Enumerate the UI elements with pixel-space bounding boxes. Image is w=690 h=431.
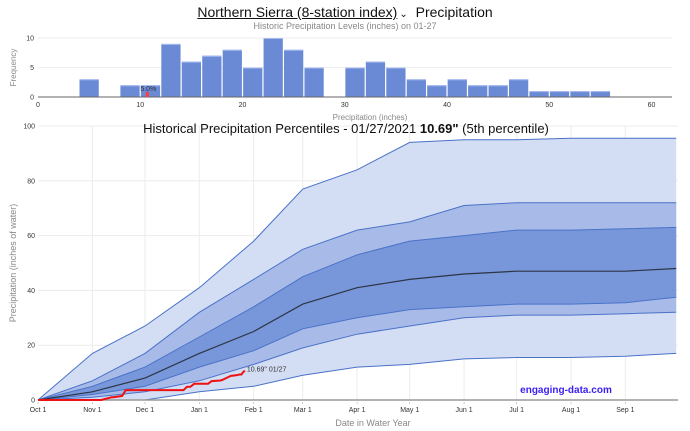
percentile-line-min [38, 352, 677, 401]
histogram-bar[interactable] [468, 85, 488, 97]
x-tick-label: Apr 1 [349, 407, 366, 414]
histogram-bar[interactable] [243, 67, 263, 98]
x-tick-label: 20 [239, 102, 247, 109]
histogram-bar[interactable] [549, 91, 570, 97]
histogram-bar[interactable] [529, 91, 549, 97]
histogram-bar[interactable] [570, 91, 590, 97]
histogram-bar[interactable] [120, 85, 140, 97]
current-value-marker [145, 92, 149, 97]
percentile-line-p25 [37, 296, 677, 401]
histogram-bar[interactable] [79, 79, 99, 97]
band-10-90 [38, 202, 677, 400]
x-tick-label: Feb 1 [245, 407, 263, 414]
main-chart-title: Historical Precipitation Percentiles - 0… [143, 121, 549, 136]
y-tick-label: 5 [30, 65, 34, 72]
y-axis-title: Frequency [9, 49, 18, 87]
y-tick-label: 20 [27, 343, 35, 350]
histogram-bar[interactable] [263, 38, 283, 97]
x-axis-title: Date in Water Year [335, 418, 410, 428]
title-percentile: (5th percentile) [459, 121, 549, 136]
percentile-line-max [37, 137, 677, 401]
histogram-bar[interactable] [488, 85, 508, 97]
y-tick-label: 40 [27, 288, 35, 295]
x-tick-label: 50 [545, 102, 553, 109]
x-tick-label: Jan 1 [191, 407, 208, 414]
y-tick-label: 0 [31, 398, 35, 405]
x-tick-label: Mar 1 [294, 407, 312, 414]
histogram-bar[interactable] [447, 79, 467, 97]
y-tick-label: 80 [27, 178, 35, 185]
histogram-bar[interactable] [427, 85, 447, 97]
chevron-down-icon[interactable]: ⌄ [399, 9, 408, 20]
histogram-bar[interactable] [304, 67, 324, 98]
median-line [37, 267, 677, 401]
title-current-value: 10.69" [420, 121, 459, 136]
title-text: Historical Precipitation Percentiles - 0… [143, 121, 420, 136]
x-tick-label: Aug 1 [562, 407, 580, 414]
y-tick-label: 0 [30, 95, 34, 102]
x-tick-label: 40 [443, 102, 451, 109]
histogram-subtitle: Historic Precipitation Levels (inches) o… [253, 21, 437, 31]
band-min-max [38, 138, 677, 401]
percentile-label: 5.0% [140, 86, 156, 93]
metric-label: Precipitation [415, 4, 493, 20]
histogram-bar[interactable] [181, 61, 202, 97]
watermark-link[interactable]: engaging-data.com [520, 385, 612, 396]
x-tick-label: Jul 1 [509, 407, 524, 414]
x-tick-label: Nov 1 [83, 407, 101, 414]
percentile-line-p90 [37, 202, 677, 401]
histogram-bar[interactable] [406, 79, 426, 97]
y-tick-label: 60 [27, 233, 35, 240]
x-tick-label: Jun 1 [456, 407, 473, 414]
current-value-label: 10.69" 01/27 [247, 367, 287, 374]
x-tick-label: May 1 [400, 407, 419, 414]
y-axis-title: Precipitation (inches of water) [8, 204, 18, 323]
x-tick-label: 30 [341, 102, 349, 109]
x-tick-label: 0 [36, 102, 40, 109]
histogram-bar[interactable] [590, 91, 611, 97]
x-axis-title: Precipitation (inches) [333, 113, 408, 122]
x-tick-label: 10 [136, 102, 144, 109]
histogram-bar[interactable] [284, 49, 304, 97]
location-selector[interactable]: Northern Sierra (8-station index) [197, 4, 398, 20]
x-tick-label: Sep 1 [616, 407, 634, 414]
chart-header: Northern Sierra (8-station index) ⌄ Preci… [0, 4, 690, 20]
current-year-line [38, 369, 246, 401]
x-tick-label: Dec 1 [136, 407, 154, 414]
band-25-75 [38, 227, 677, 400]
histogram-bar[interactable] [365, 61, 386, 97]
y-tick-label: 10 [26, 36, 34, 43]
x-tick-label: Oct 1 [30, 407, 47, 414]
histogram-bar[interactable] [345, 67, 365, 98]
histogram-bar[interactable] [508, 79, 529, 97]
y-tick-label: 100 [23, 124, 35, 131]
histogram-bar[interactable] [140, 85, 161, 97]
histogram-bar[interactable] [202, 55, 222, 97]
percentile-line-p75 [37, 226, 677, 401]
histogram-bar[interactable] [386, 67, 406, 98]
histogram-bar[interactable] [161, 43, 181, 97]
x-tick-label: 60 [648, 102, 656, 109]
percentile-line-p10 [37, 311, 677, 401]
histogram-chart: 0 5 10 5.0% 0 10 20 30 40 50 60 Precipitation (inch… [9, 36, 672, 122]
histogram-bar[interactable] [222, 49, 242, 97]
